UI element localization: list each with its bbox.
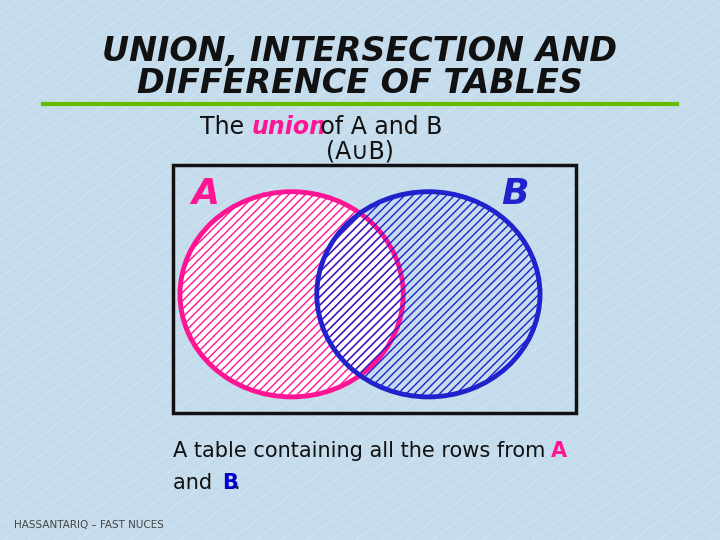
Text: and: and (173, 473, 219, 494)
Text: B: B (501, 178, 528, 211)
Ellipse shape (180, 192, 403, 397)
Text: union: union (252, 115, 327, 139)
Bar (173, 165, 576, 413)
Text: B: B (222, 473, 238, 494)
Text: A: A (551, 441, 567, 461)
Text: UNION, INTERSECTION AND: UNION, INTERSECTION AND (102, 35, 618, 68)
Text: The: The (200, 115, 252, 139)
Text: .: . (233, 473, 240, 494)
Text: DIFFERENCE OF TABLES: DIFFERENCE OF TABLES (137, 67, 583, 100)
Text: A: A (192, 178, 219, 211)
Text: HASSANTARIQ – FAST NUCES: HASSANTARIQ – FAST NUCES (14, 520, 164, 530)
Text: A table containing all the rows from: A table containing all the rows from (173, 441, 552, 461)
Text: (A∪B): (A∪B) (326, 139, 394, 163)
Text: of A and B: of A and B (313, 115, 443, 139)
